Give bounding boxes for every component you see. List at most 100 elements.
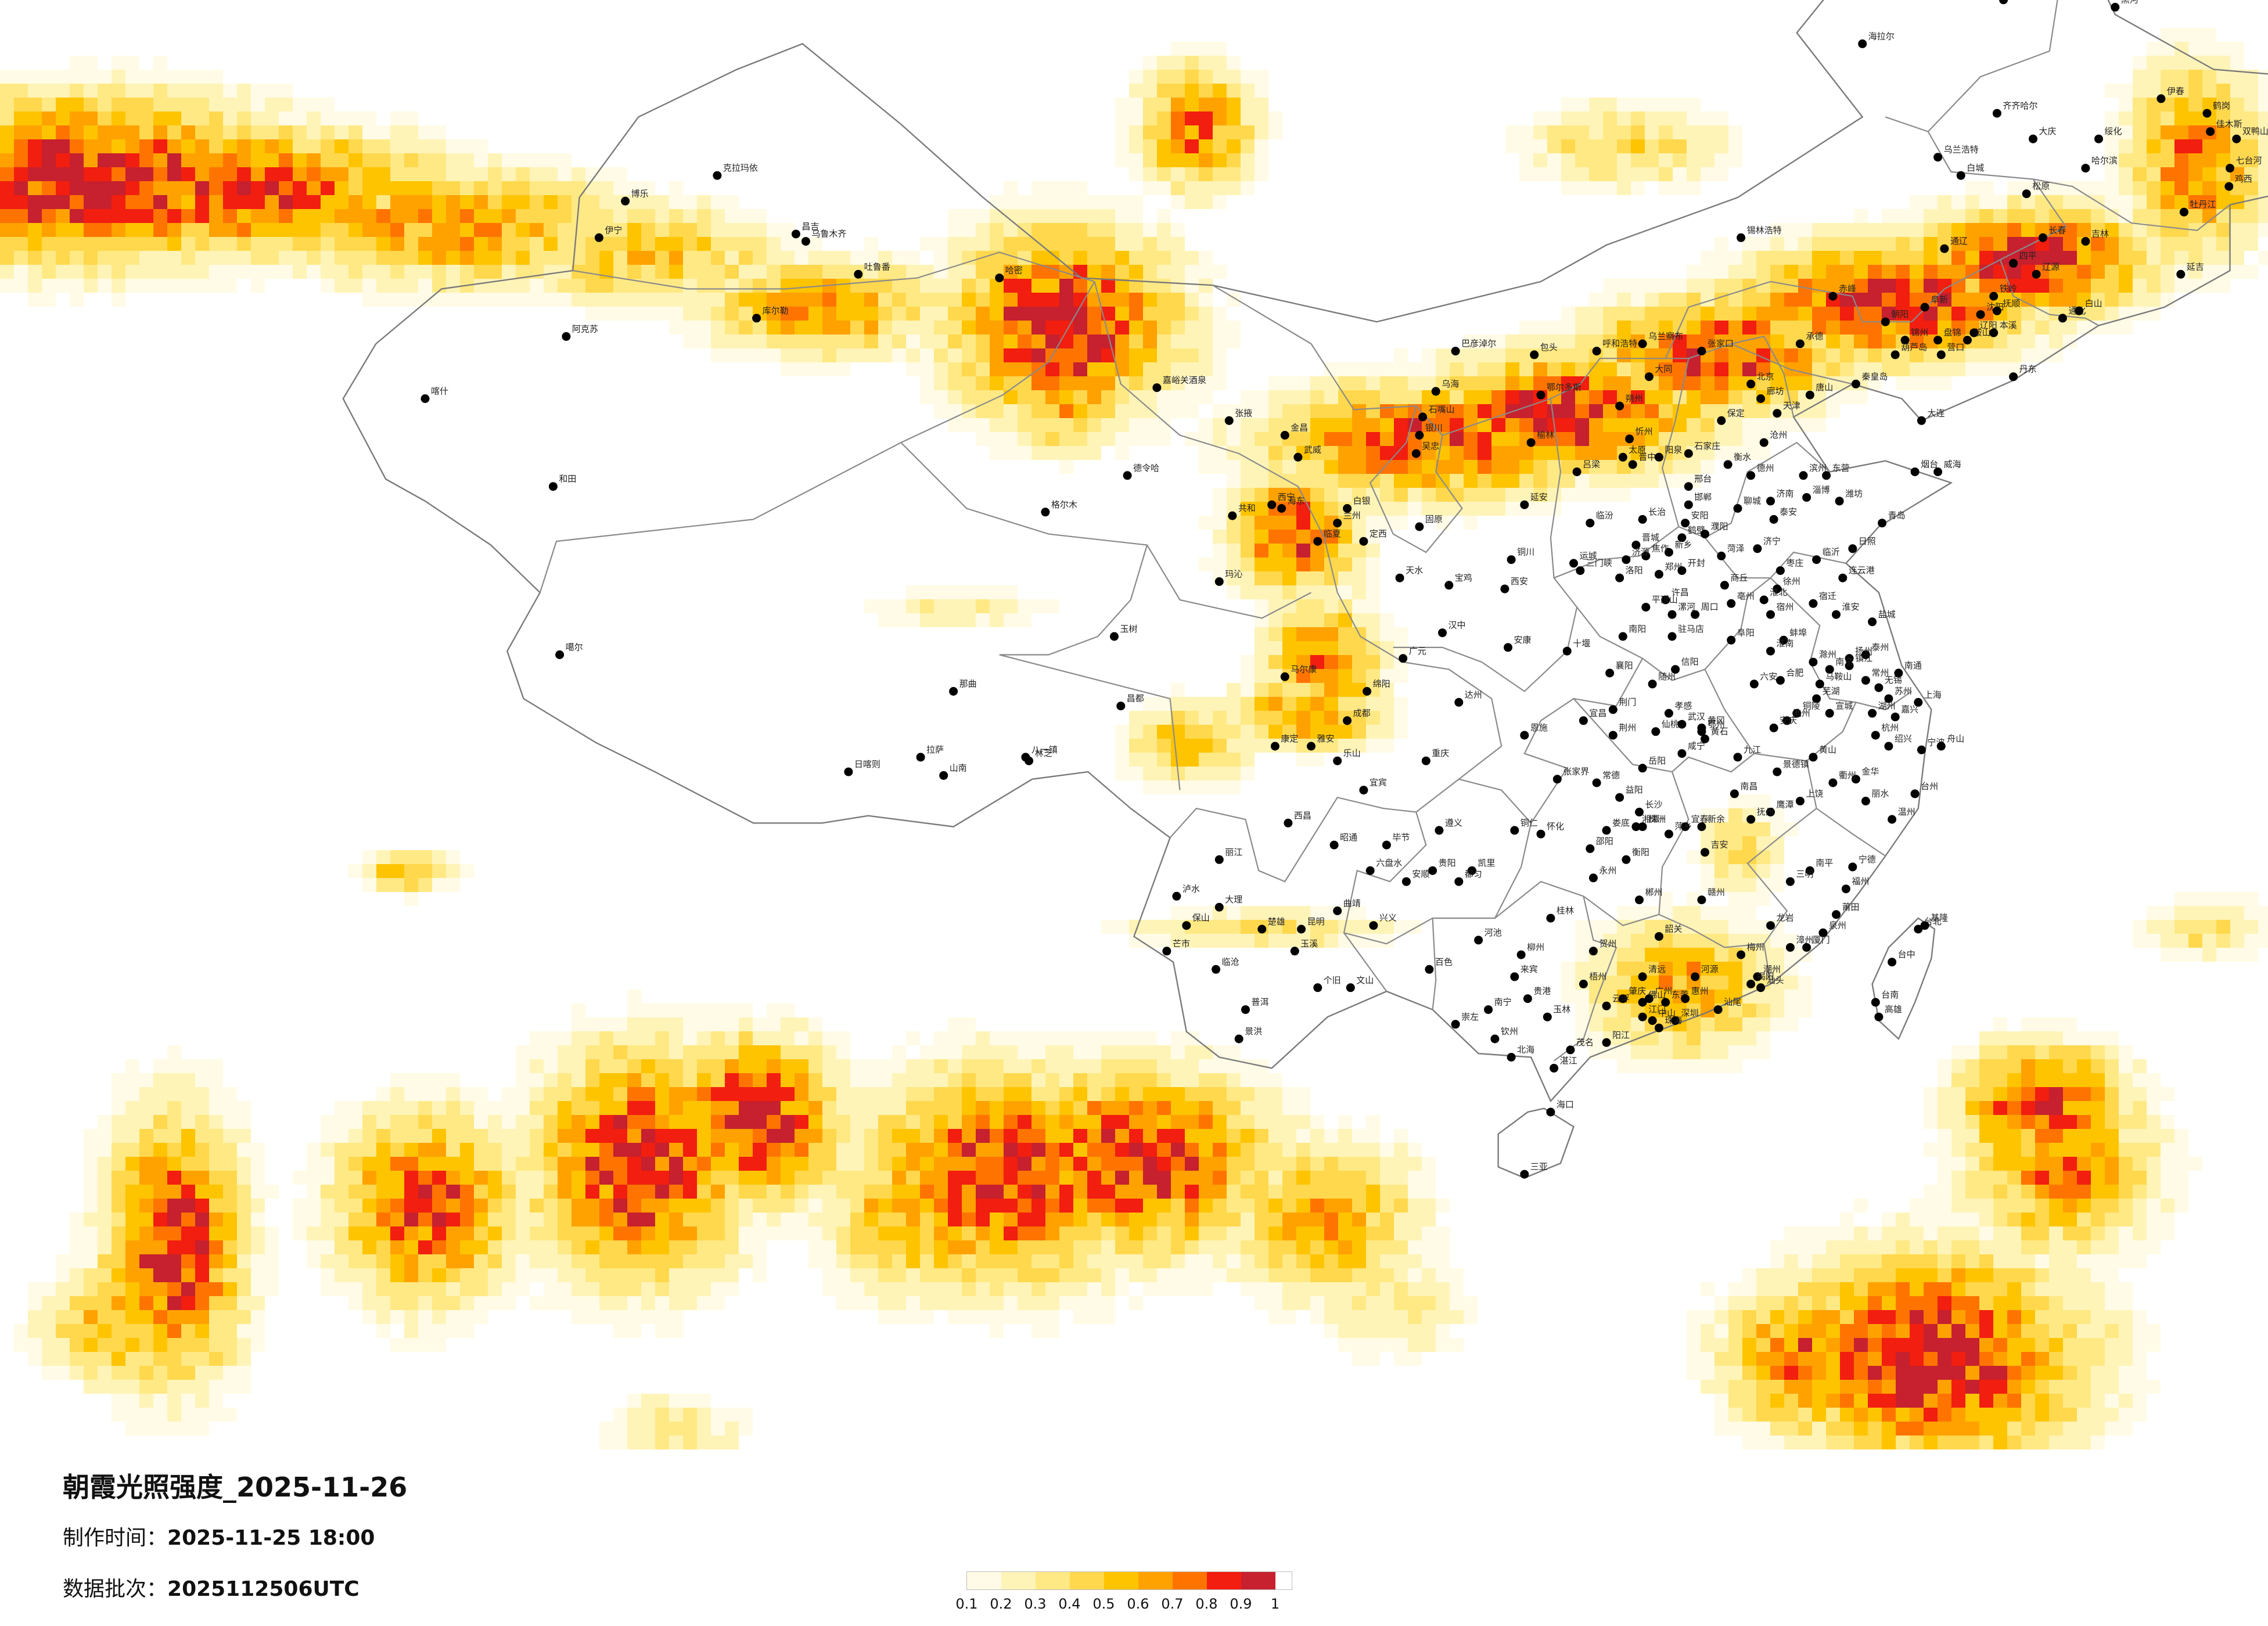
city-dot bbox=[1888, 815, 1897, 824]
city-label: 达州 bbox=[1465, 689, 1482, 700]
city-dot bbox=[1920, 303, 1929, 312]
city-dot bbox=[1809, 599, 1818, 608]
city-label: 长治 bbox=[1648, 506, 1666, 517]
city-marker: 荆门 bbox=[1608, 697, 1636, 714]
city-label: 肇庆 bbox=[1629, 986, 1646, 997]
city-label: 南宁 bbox=[1494, 997, 1512, 1008]
city-dot bbox=[949, 687, 958, 696]
city-dot bbox=[1431, 387, 1440, 396]
city-marker: 云浮 bbox=[1602, 993, 1630, 1010]
city-marker: 来宾 bbox=[1510, 964, 1538, 981]
city-label: 白城 bbox=[1967, 163, 1984, 173]
city-dot bbox=[1592, 778, 1601, 787]
city-label: 四平 bbox=[2019, 250, 2037, 261]
city-label: 随州 bbox=[1658, 671, 1676, 682]
city-label: 永州 bbox=[1599, 865, 1616, 876]
city-dot bbox=[1809, 657, 1818, 667]
city-marker: 三门峡 bbox=[1576, 558, 1612, 575]
city-dot bbox=[1536, 829, 1545, 839]
city-dot bbox=[2038, 233, 2047, 242]
city-marker: 揭阳 bbox=[1746, 972, 1774, 988]
city-dot bbox=[1730, 789, 1739, 798]
city-marker: 滁州 bbox=[1809, 649, 1836, 667]
city-marker: 江门 bbox=[1638, 1004, 1666, 1021]
city-dot bbox=[1677, 749, 1687, 758]
city-marker: 汉中 bbox=[1438, 620, 1466, 638]
city-dot bbox=[1520, 731, 1529, 740]
city-label: 银川 bbox=[1425, 423, 1443, 433]
city-marker: 海东 bbox=[1277, 496, 1305, 513]
city-dot bbox=[1858, 39, 1867, 48]
city-dot bbox=[1878, 519, 1887, 528]
city-marker: 宿州 bbox=[1766, 602, 1794, 619]
city-marker: 广元 bbox=[1399, 646, 1426, 663]
city-dot bbox=[1701, 530, 1709, 539]
city-label: 丹东 bbox=[2019, 364, 2037, 375]
legend-tick-label: 0.7 bbox=[1161, 1596, 1184, 1612]
title-block: 朝霞光照强度_2025-11-26 制作时间：2025-11-25 18:00 … bbox=[63, 1466, 407, 1623]
city-marker: 乌兰浩特 bbox=[1933, 145, 1979, 162]
city-label: 辽阳 bbox=[1980, 320, 1997, 330]
city-dot bbox=[1530, 350, 1539, 359]
city-marker: 南平 bbox=[1805, 858, 1833, 875]
city-marker: 中山 bbox=[1648, 1008, 1676, 1025]
city-marker: 威海 bbox=[1933, 459, 1961, 476]
city-marker: 宁德 bbox=[1848, 854, 1876, 872]
city-marker: 潍坊 bbox=[1835, 488, 1863, 506]
city-dot bbox=[1746, 980, 1756, 988]
city-marker: 齐齐哈尔 bbox=[1992, 100, 2037, 118]
city-label: 衡水 bbox=[1734, 452, 1751, 462]
city-dot bbox=[1785, 943, 1795, 952]
city-label: 来宾 bbox=[1521, 964, 1538, 974]
city-label: 泰州 bbox=[1871, 642, 1889, 653]
legend-swatch bbox=[1138, 1572, 1173, 1589]
city-dot bbox=[1363, 687, 1372, 696]
city-dot bbox=[1963, 336, 1972, 345]
city-dot bbox=[1805, 390, 1814, 400]
legend-color-bar bbox=[966, 1571, 1292, 1590]
city-label: 镇江 bbox=[1855, 653, 1872, 663]
city-dot bbox=[1848, 544, 1857, 553]
city-dot bbox=[1933, 467, 1943, 476]
city-marker: 潮州 bbox=[1753, 964, 1781, 981]
city-label: 宜春 bbox=[1691, 814, 1709, 825]
city-label: 珠海 bbox=[1665, 1015, 1682, 1026]
city-marker: 福州 bbox=[1841, 876, 1869, 894]
city-dot bbox=[1641, 551, 1651, 560]
city-label: 台南 bbox=[1881, 990, 1899, 1000]
city-marker: 通辽 bbox=[1940, 236, 1968, 253]
city-label: 嘉兴 bbox=[1901, 704, 1918, 715]
city-label: 合肥 bbox=[1786, 668, 1803, 678]
city-dot bbox=[1329, 840, 1339, 850]
city-dot bbox=[1677, 566, 1687, 575]
city-marker: 武威 bbox=[1293, 444, 1321, 462]
data-batch-value: 2025112506UTC bbox=[167, 1577, 360, 1601]
city-label: 兰州 bbox=[1343, 510, 1361, 521]
city-dot bbox=[1727, 599, 1736, 608]
city-marker: 烟台 bbox=[1910, 459, 1938, 476]
city-label: 铜陵 bbox=[1803, 700, 1820, 711]
province-boundary bbox=[1393, 398, 1578, 692]
city-dot bbox=[1681, 822, 1690, 832]
city-dot bbox=[1635, 895, 1644, 905]
city-marker: 苏州 bbox=[1884, 686, 1912, 703]
city-label: 定西 bbox=[1370, 528, 1387, 539]
city-marker: 金华 bbox=[1851, 767, 1879, 784]
city-label: 菏泽 bbox=[1727, 543, 1745, 553]
city-marker: 鄂尔多斯 bbox=[1536, 382, 1582, 400]
city-marker: 鹰潭 bbox=[1766, 799, 1794, 816]
production-time: 制作时间：2025-11-25 18:00 bbox=[63, 1521, 407, 1551]
city-marker: 白银 bbox=[1343, 496, 1371, 513]
city-label: 通辽 bbox=[1950, 236, 1968, 246]
legend-tick-label: 1 bbox=[1270, 1596, 1280, 1612]
city-marker: 石嘴山 bbox=[1418, 404, 1455, 422]
city-dot bbox=[1435, 826, 1444, 835]
city-label: 克拉玛依 bbox=[723, 163, 758, 173]
city-dot bbox=[1618, 452, 1627, 462]
city-marker: 安康 bbox=[1504, 635, 1532, 652]
city-label: 温州 bbox=[1898, 807, 1915, 817]
city-marker: 宜春 bbox=[1681, 814, 1709, 832]
city-marker: 娄底 bbox=[1602, 818, 1630, 835]
city-marker: 龙岩 bbox=[1766, 913, 1794, 930]
city-marker: 日照 bbox=[1848, 536, 1876, 553]
